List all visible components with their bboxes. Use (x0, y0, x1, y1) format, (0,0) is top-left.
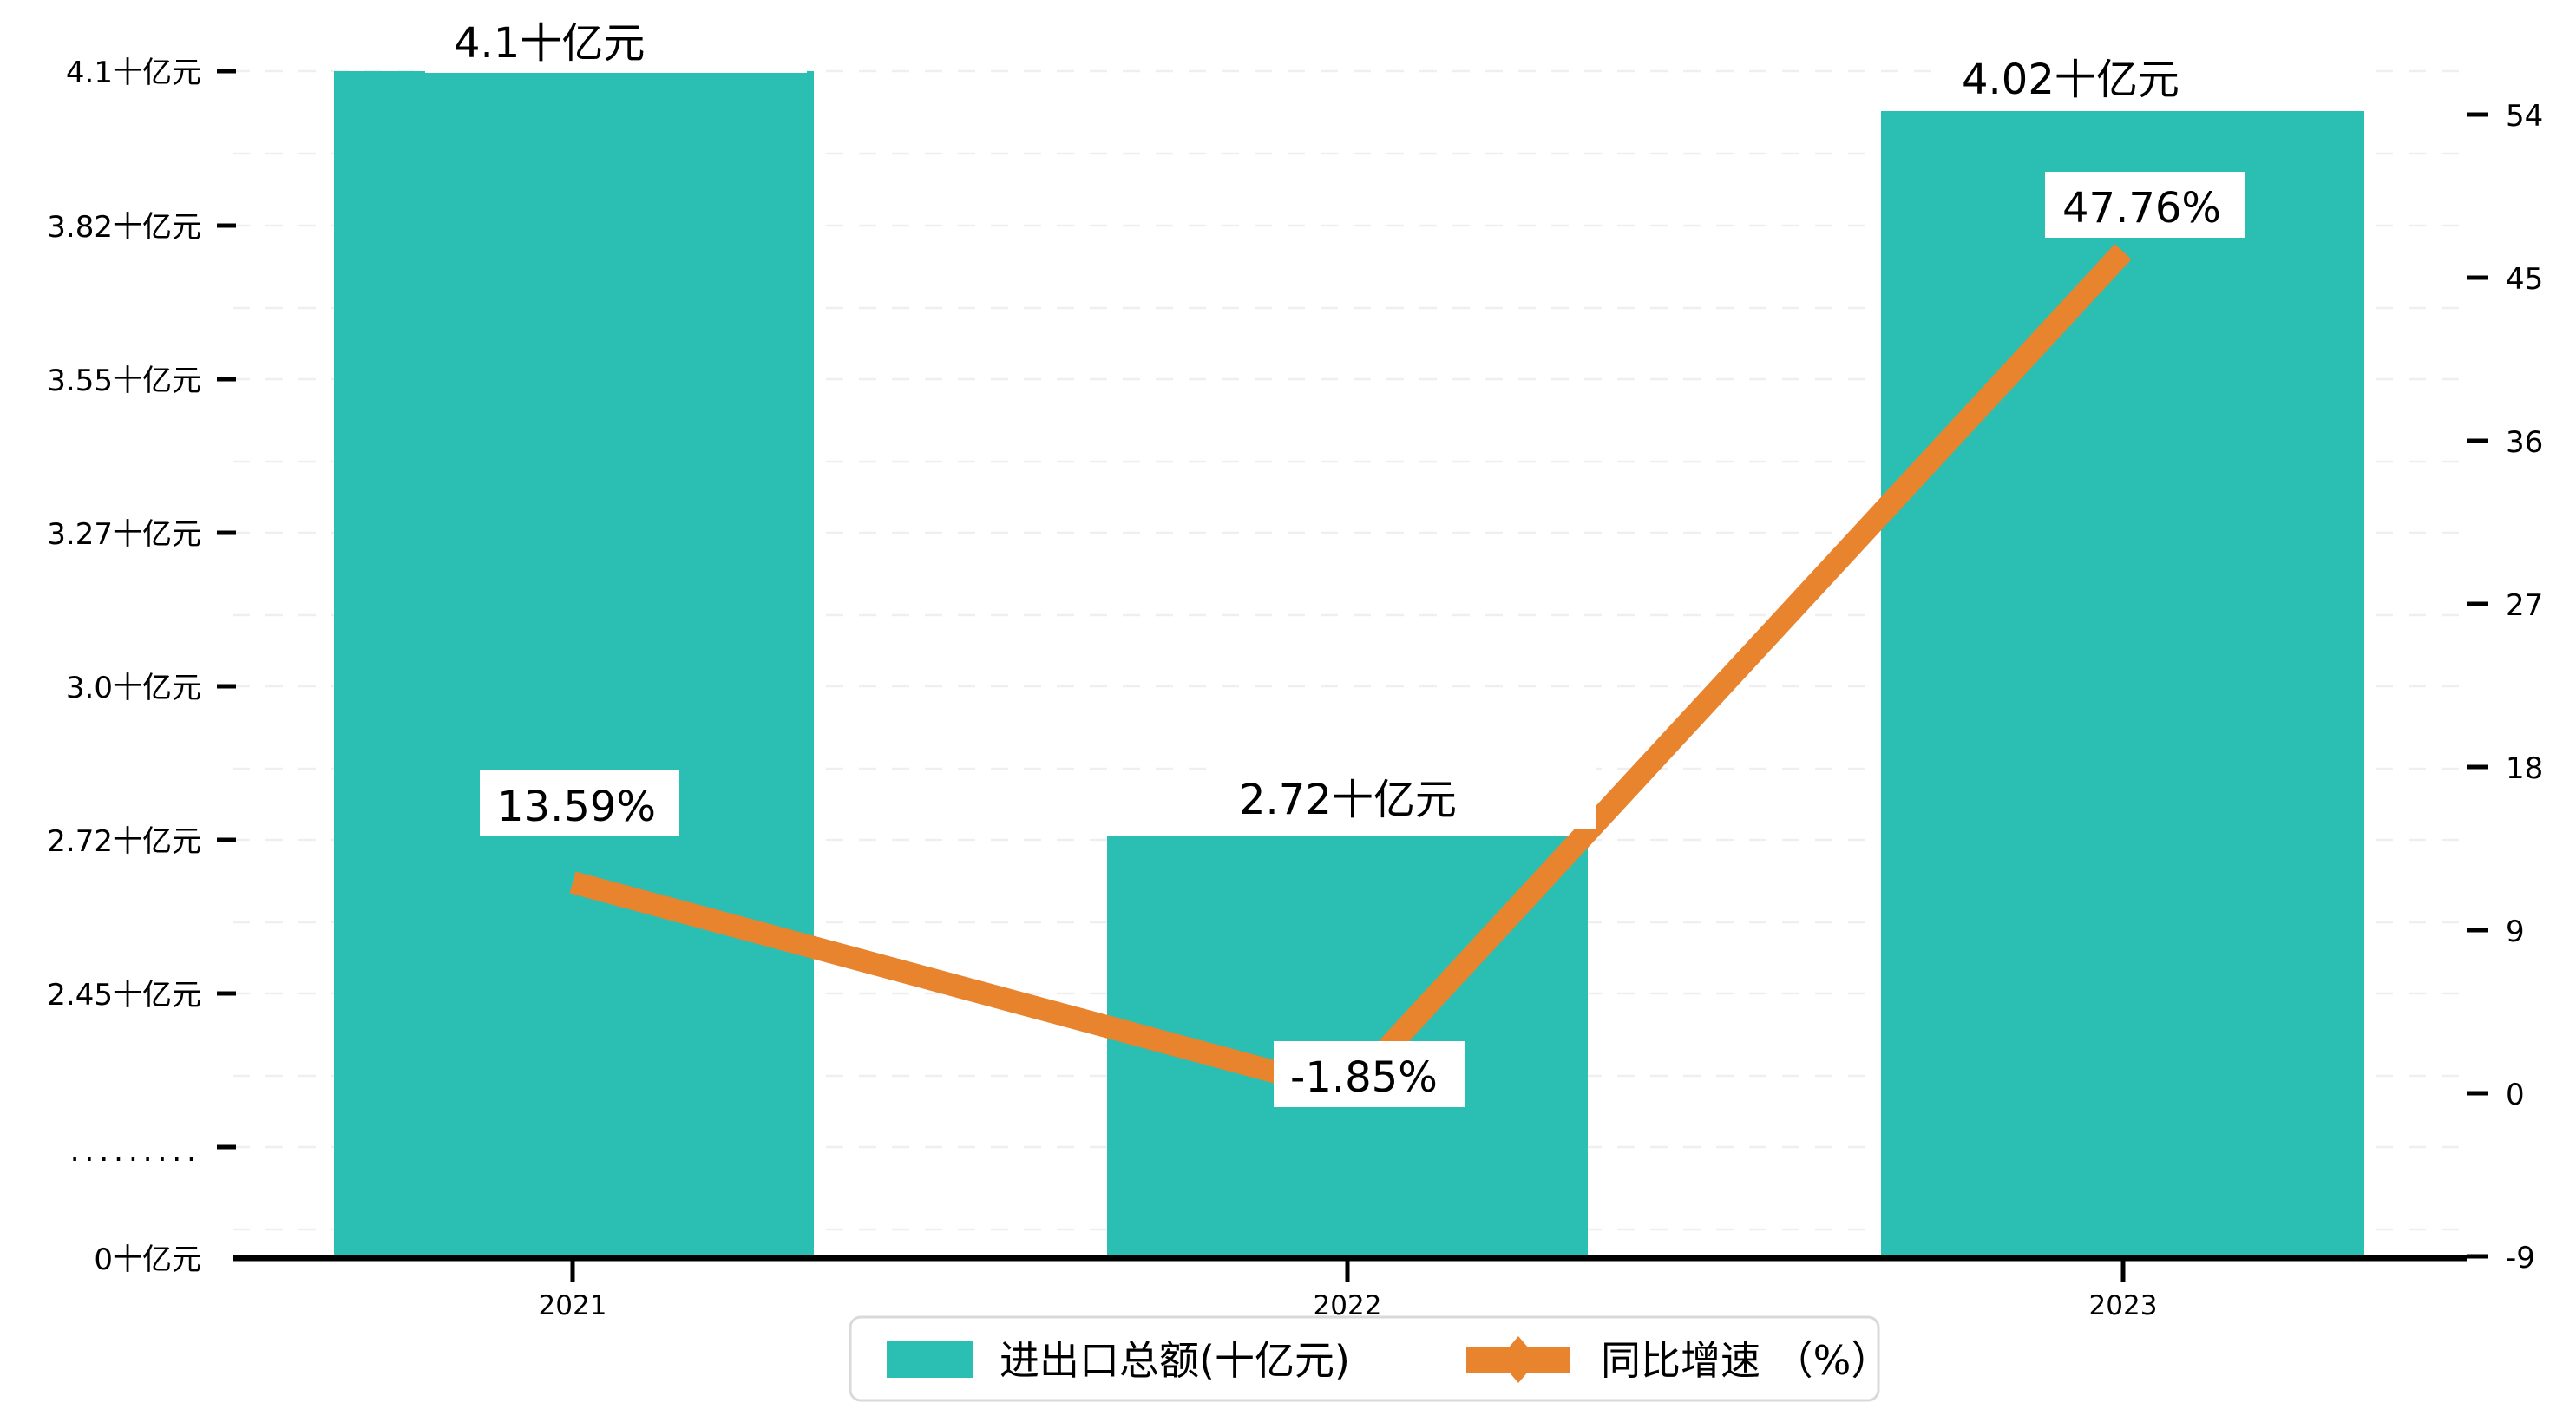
bar-label-2022: 2.72十亿元 (1239, 776, 1457, 824)
x-axis: 2021 2022 2023 (539, 1258, 2158, 1321)
bar-label-2023: 4.02十亿元 (1962, 56, 2179, 104)
bar-series (334, 71, 2364, 1258)
x-tick-label-2023: 2023 (2089, 1290, 2158, 1321)
right-tick-label: 36 (2506, 425, 2543, 460)
legend-swatch-bar[interactable] (887, 1341, 973, 1378)
right-tick-label: 18 (2506, 751, 2543, 786)
bar-2023[interactable] (1881, 111, 2364, 1258)
right-tick-label: 45 (2506, 262, 2543, 297)
line-label-2021: 13.59% (497, 783, 656, 831)
legend-label-bar: 进出口总额(十亿元) (1000, 1337, 1350, 1384)
bar-value-labels: 4.1十亿元 2.72十亿元 4.02十亿元 (425, 7, 2360, 829)
left-tick-label: 3.82十亿元 (47, 210, 201, 245)
right-tick-label: 27 (2506, 588, 2543, 623)
right-tick-label: 0 (2506, 1078, 2525, 1112)
bar-label-bg-2021 (425, 7, 807, 73)
line-label-2022: -1.85% (1290, 1053, 1438, 1102)
left-tick-label: 3.0十亿元 (66, 671, 201, 705)
left-tick-label-zero: 0十亿元 (94, 1242, 201, 1277)
line-label-bg-2023 (2045, 172, 2245, 238)
left-tick-label: 3.27十亿元 (47, 517, 201, 552)
bar-label-bg-2023 (1935, 43, 2360, 109)
chart-legend: 进出口总额(十亿元) 同比增速 （%） (849, 1315, 1891, 1402)
right-tick-label: -9 (2506, 1241, 2535, 1275)
left-axis: 4.1十亿元 3.82十亿元 3.55十亿元 3.27十亿元 3.0十亿元 2.… (47, 56, 236, 1277)
x-tick-label-2021: 2021 (539, 1290, 607, 1321)
left-tick-label: 4.1十亿元 (66, 56, 201, 90)
right-tick-label: 54 (2506, 99, 2543, 134)
line-value-labels: 13.59% -1.85% 47.76% (480, 172, 2245, 1107)
left-tick-label-broken-axis: ......... (70, 1134, 201, 1169)
legend-marker-diamond-icon (1498, 1336, 1538, 1383)
left-tick-label: 2.72十亿元 (47, 824, 201, 859)
right-axis: 54 45 36 27 18 9 0 -9 (2467, 99, 2543, 1275)
left-tick-label: 2.45十亿元 (47, 978, 201, 1013)
left-tick-label: 3.55十亿元 (47, 364, 201, 398)
legend-label-line: 同比增速 （%） (1601, 1337, 1891, 1384)
bar-2021[interactable] (334, 71, 814, 1258)
line-label-bg-2022 (1274, 1041, 1465, 1107)
line-label-bg-2021 (480, 770, 679, 836)
legend-box (849, 1315, 1880, 1402)
right-tick-label: 9 (2506, 914, 2525, 949)
bar-label-2021: 4.1十亿元 (454, 19, 645, 68)
line-label-2023: 47.76% (2062, 184, 2221, 233)
bar-label-bg-2022 (1215, 764, 1596, 829)
